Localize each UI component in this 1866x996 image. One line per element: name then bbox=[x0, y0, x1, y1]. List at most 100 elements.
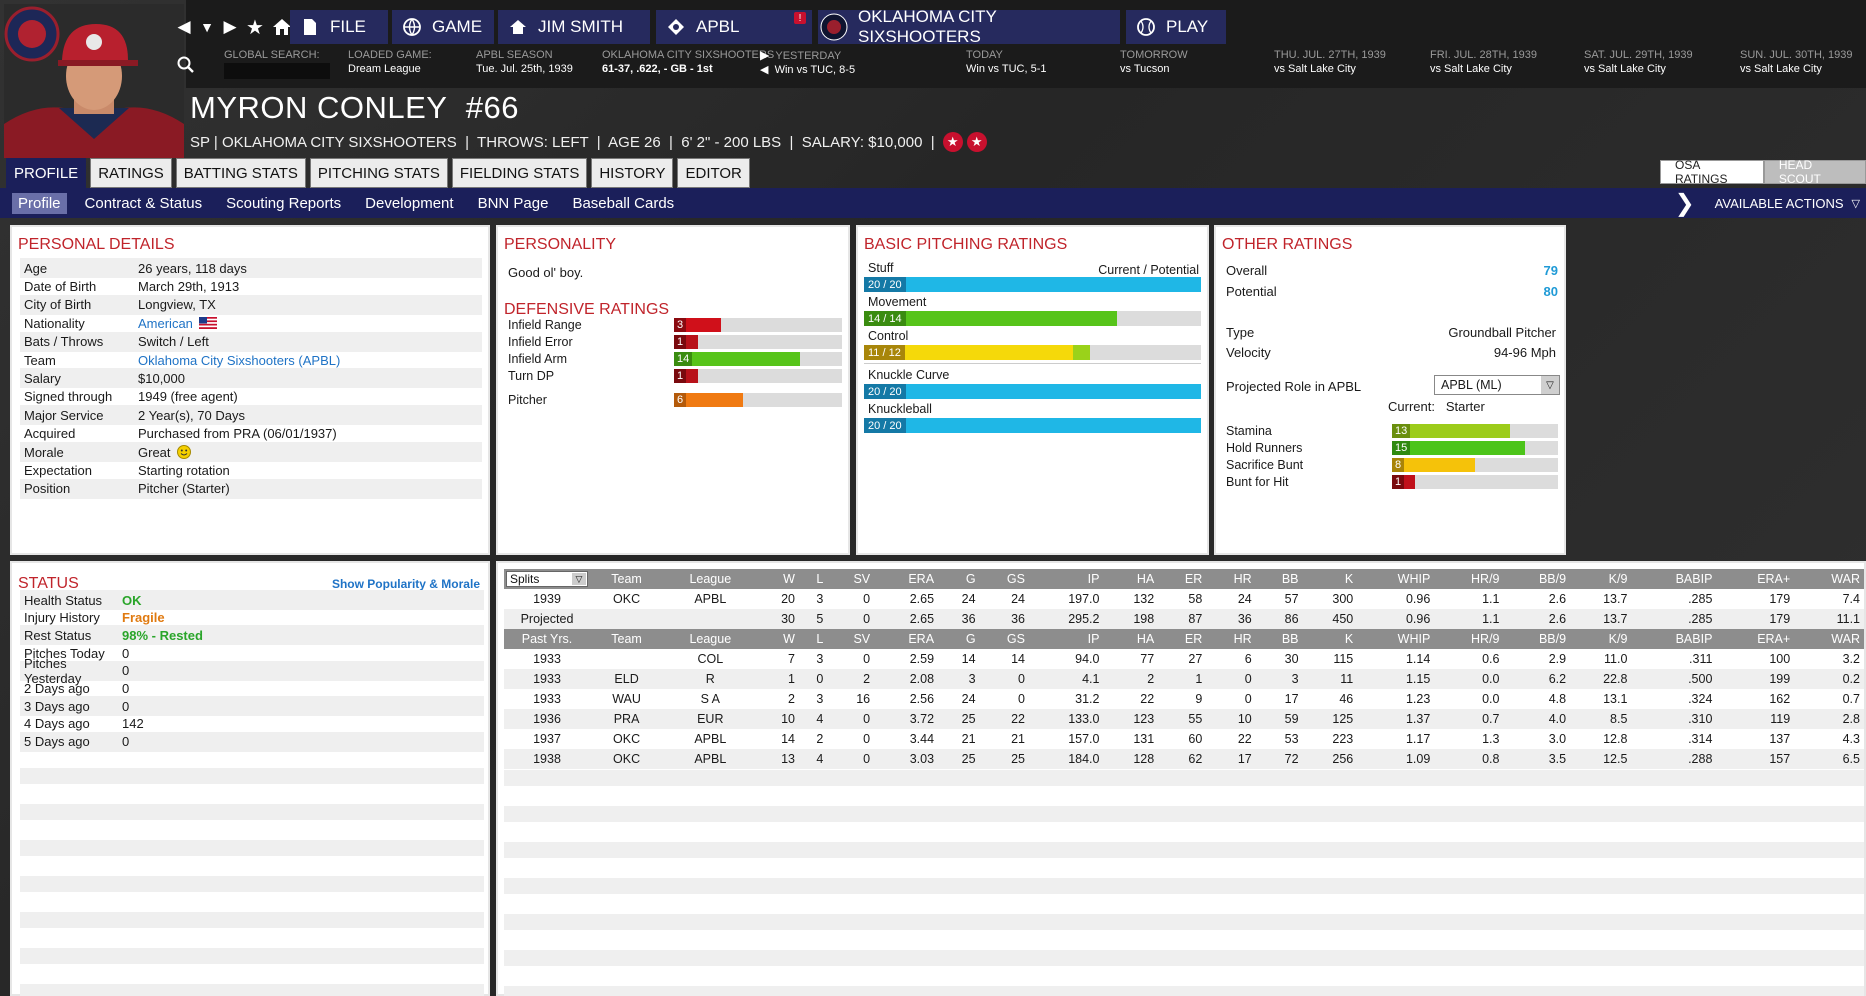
subtab-scouting-reports[interactable]: Scouting Reports bbox=[226, 194, 342, 212]
stats-cell: 27 bbox=[1188, 652, 1203, 666]
show-popularity-link[interactable]: Show Popularity & Morale bbox=[331, 577, 480, 591]
stats-column-header[interactable]: HA bbox=[1103, 629, 1159, 649]
stats-column-header[interactable]: W bbox=[757, 569, 799, 589]
stats-column-header[interactable]: K bbox=[1302, 629, 1358, 649]
stats-cell: .310 bbox=[1631, 709, 1717, 729]
pitching-rating-label: Control bbox=[868, 329, 909, 343]
file-menu[interactable]: FILE bbox=[290, 10, 388, 44]
stats-column-header[interactable]: HR/9 bbox=[1434, 569, 1504, 589]
stats-column-header[interactable]: WAR bbox=[1794, 569, 1864, 589]
stats-column-header[interactable]: Team bbox=[590, 629, 664, 649]
stats-column-header[interactable]: HR/9 bbox=[1434, 629, 1504, 649]
stats-column-header[interactable]: BB bbox=[1255, 629, 1303, 649]
stats-column-header[interactable]: G bbox=[938, 569, 980, 589]
stats-column-header[interactable]: WHIP bbox=[1357, 569, 1435, 589]
stats-column-header[interactable]: ERA bbox=[874, 629, 939, 649]
stats-column-header[interactable]: K/9 bbox=[1570, 629, 1632, 649]
stats-column-header[interactable]: BB/9 bbox=[1503, 629, 1571, 649]
tab-profile[interactable]: PROFILE bbox=[6, 158, 87, 188]
stats-cell: 2 bbox=[816, 732, 824, 746]
play-button[interactable]: PLAY bbox=[1126, 10, 1226, 44]
subtab-development[interactable]: Development bbox=[365, 194, 454, 212]
schedule-day-4[interactable]: SUN. JUL. 30TH, 1939 vs Salt Lake City bbox=[1740, 48, 1853, 76]
player-summary: SP | OKLAHOMA CITY SIXSHOOTERS | THROWS:… bbox=[190, 133, 935, 151]
dropdown-arrow-icon[interactable]: ▼ bbox=[200, 19, 214, 35]
subtab-baseball-cards[interactable]: Baseball Cards bbox=[572, 194, 675, 212]
personal-details-title: PERSONAL DETAILS bbox=[18, 236, 175, 253]
tab-batting-stats[interactable]: BATTING STATS bbox=[175, 158, 306, 188]
game-menu[interactable]: GAME bbox=[392, 10, 494, 44]
stats-column-header[interactable]: ER bbox=[1158, 569, 1207, 589]
stats-column-header[interactable]: League bbox=[663, 569, 758, 589]
tab-pitching-stats[interactable]: PITCHING STATS bbox=[309, 158, 448, 188]
stats-column-header[interactable]: W bbox=[757, 629, 799, 649]
stats-column-header[interactable]: BB/9 bbox=[1503, 569, 1571, 589]
search-icon[interactable] bbox=[174, 52, 198, 78]
stats-column-header[interactable]: HA bbox=[1103, 569, 1159, 589]
stats-column-header[interactable]: BABIP bbox=[1631, 629, 1717, 649]
schedule-day-2[interactable]: FRI. JUL. 28TH, 1939 vs Salt Lake City bbox=[1430, 48, 1537, 76]
prev-arrow-icon[interactable]: ◀ bbox=[760, 64, 769, 76]
stats-column-header[interactable]: HR bbox=[1206, 629, 1256, 649]
stats-column-header[interactable]: SV bbox=[827, 569, 875, 589]
stats-column-header[interactable]: K bbox=[1302, 569, 1358, 589]
stats-column-header[interactable]: Team bbox=[590, 569, 664, 589]
stats-column-header[interactable]: G bbox=[938, 629, 980, 649]
global-search-input[interactable] bbox=[224, 63, 330, 79]
team-record-value: 61-37, .622, - GB - 1st bbox=[602, 63, 713, 75]
subtab-contract-status[interactable]: Contract & Status bbox=[84, 194, 203, 212]
stats-column-header[interactable]: K/9 bbox=[1570, 569, 1632, 589]
tab-fielding-stats[interactable]: FIELDING STATS bbox=[451, 158, 588, 188]
yesterday-label: YESTERDAY bbox=[775, 50, 842, 62]
stats-column-header[interactable]: ERA+ bbox=[1716, 629, 1795, 649]
available-actions-button[interactable]: ❯ AVAILABLE ACTIONS ▽ bbox=[1675, 188, 1866, 218]
projected-role-select[interactable]: APBL (ML) ▽ bbox=[1434, 375, 1560, 395]
stats-column-header[interactable]: BB bbox=[1255, 569, 1303, 589]
stats-column-header[interactable]: IP bbox=[1028, 629, 1104, 649]
stats-column-header[interactable]: IP bbox=[1028, 569, 1104, 589]
stats-column-header[interactable]: ERA bbox=[874, 569, 939, 589]
stats-column-header[interactable]: League bbox=[663, 629, 758, 649]
stats-cell: 0 bbox=[1206, 669, 1256, 689]
tab-history[interactable]: HISTORY bbox=[591, 158, 674, 188]
empty-row bbox=[20, 876, 484, 892]
schedule-day-3[interactable]: SAT. JUL. 29TH, 1939 vs Salt Lake City bbox=[1584, 48, 1693, 76]
league-menu[interactable]: APBL ! bbox=[656, 10, 812, 44]
today-info[interactable]: TODAY Win vs TUC, 5-1 bbox=[966, 48, 1046, 76]
us-flag-icon bbox=[198, 317, 217, 330]
splits-select[interactable]: Splits ▽ bbox=[506, 571, 588, 587]
tab-editor[interactable]: EDITOR bbox=[677, 158, 750, 188]
home-icon[interactable] bbox=[270, 14, 294, 40]
yesterday-info[interactable]: ▶ YESTERDAY ◀ Win vs TUC, 8-5 bbox=[760, 48, 855, 77]
personal-detail-value[interactable]: American bbox=[138, 315, 193, 331]
stats-column-header[interactable]: L bbox=[798, 569, 828, 589]
forward-arrow-icon[interactable]: ▶ bbox=[223, 17, 237, 36]
tomorrow-info[interactable]: TOMORROW vs Tucson bbox=[1120, 48, 1188, 76]
stats-column-header[interactable]: GS bbox=[979, 569, 1029, 589]
stats-column-header[interactable]: ER bbox=[1158, 629, 1207, 649]
stats-column-header[interactable]: GS bbox=[979, 629, 1029, 649]
stats-cell: 4.8 bbox=[1548, 692, 1567, 706]
favorite-star-icon[interactable]: ★ bbox=[246, 16, 264, 39]
back-arrow-icon[interactable]: ◀ bbox=[177, 17, 191, 36]
personal-detail-value[interactable]: Oklahoma City Sixshooters (APBL) bbox=[138, 352, 341, 368]
subtab-profile[interactable]: Profile bbox=[12, 192, 67, 214]
stats-column-header[interactable]: BABIP bbox=[1631, 569, 1717, 589]
stats-column-header[interactable]: L bbox=[798, 629, 828, 649]
stats-column-header[interactable]: SV bbox=[827, 629, 875, 649]
personal-detail-label: Signed through bbox=[24, 389, 113, 405]
stats-cell: 7 bbox=[788, 652, 795, 666]
head-scout-button[interactable]: HEAD SCOUT bbox=[1763, 158, 1866, 186]
stats-row: 1936 PRA EUR 10 4 0 3.72 25 22 133.0 123 55 10 59 125 1… bbox=[504, 709, 1864, 729]
stats-column-header[interactable]: WAR bbox=[1794, 629, 1864, 649]
tab-ratings[interactable]: RATINGS bbox=[90, 158, 172, 188]
team-menu[interactable]: OKLAHOMA CITY SIXSHOOTERS bbox=[818, 7, 1120, 46]
schedule-day-1[interactable]: THU. JUL. 27TH, 1939 vs Salt Lake City bbox=[1274, 48, 1386, 76]
stats-column-header[interactable]: ERA+ bbox=[1716, 569, 1795, 589]
season-info: APBL SEASON Tue. Jul. 25th, 1939 bbox=[476, 48, 573, 76]
subtab-bnn-page[interactable]: BNN Page bbox=[477, 194, 549, 212]
stats-column-header[interactable]: HR bbox=[1206, 569, 1256, 589]
manager-menu[interactable]: JIM SMITH bbox=[498, 10, 650, 44]
osa-ratings-button[interactable]: OSA RATINGS bbox=[1660, 158, 1764, 186]
stats-column-header[interactable]: WHIP bbox=[1357, 629, 1435, 649]
